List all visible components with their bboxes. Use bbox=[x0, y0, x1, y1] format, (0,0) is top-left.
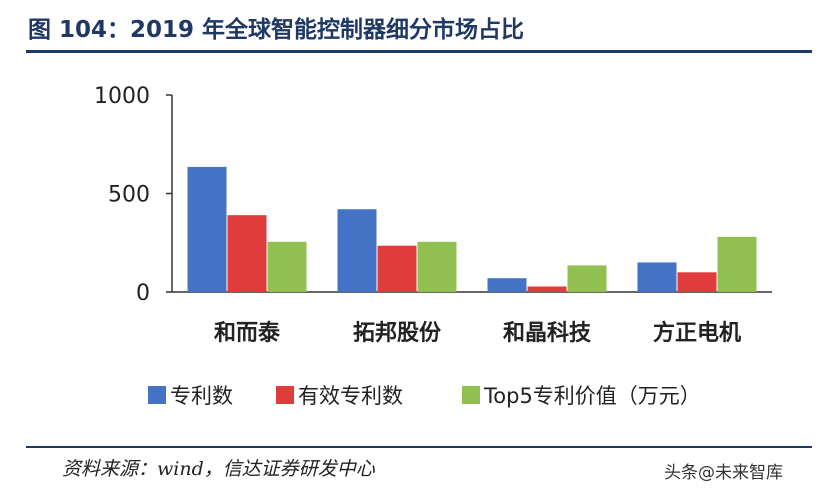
title-divider bbox=[26, 50, 812, 53]
category-label: 方正电机 bbox=[653, 320, 741, 346]
bar-0-2 bbox=[267, 241, 307, 292]
legend-label-1: 有效专利数 bbox=[298, 384, 403, 408]
bar-1-2 bbox=[417, 241, 457, 292]
bar-1-1 bbox=[377, 245, 417, 292]
category-label: 拓邦股份 bbox=[353, 321, 442, 346]
legend-label-0: 专利数 bbox=[170, 384, 233, 408]
legend-swatch-2 bbox=[462, 386, 480, 404]
source-note: 资料来源：wind，信达证券研发中心 bbox=[62, 458, 375, 480]
footer-divider bbox=[26, 446, 812, 448]
bar-2-1 bbox=[527, 286, 567, 292]
page-title: 图 104：2019 年全球智能控制器细分市场占比 bbox=[28, 17, 525, 43]
bar-3-1 bbox=[677, 272, 717, 292]
bar-2-0 bbox=[487, 278, 527, 292]
legend-label-2: Top5专利价值（万元） bbox=[483, 384, 701, 408]
bar-0-1 bbox=[227, 215, 267, 292]
y-tick-label: 500 bbox=[108, 183, 150, 208]
category-label: 和而泰 bbox=[214, 321, 281, 346]
y-tick-label: 0 bbox=[136, 281, 150, 306]
y-tick-label: 1000 bbox=[94, 84, 150, 109]
legend-swatch-1 bbox=[276, 386, 294, 404]
bar-3-0 bbox=[637, 262, 677, 292]
bar-2-2 bbox=[567, 265, 607, 292]
watermark-text: 头条@未来智库 bbox=[664, 463, 783, 483]
bar-1-0 bbox=[337, 209, 377, 292]
legend-swatch-0 bbox=[148, 386, 166, 404]
category-label: 和晶科技 bbox=[503, 321, 592, 346]
bar-0-0 bbox=[187, 166, 227, 292]
bar-3-2 bbox=[717, 236, 757, 292]
